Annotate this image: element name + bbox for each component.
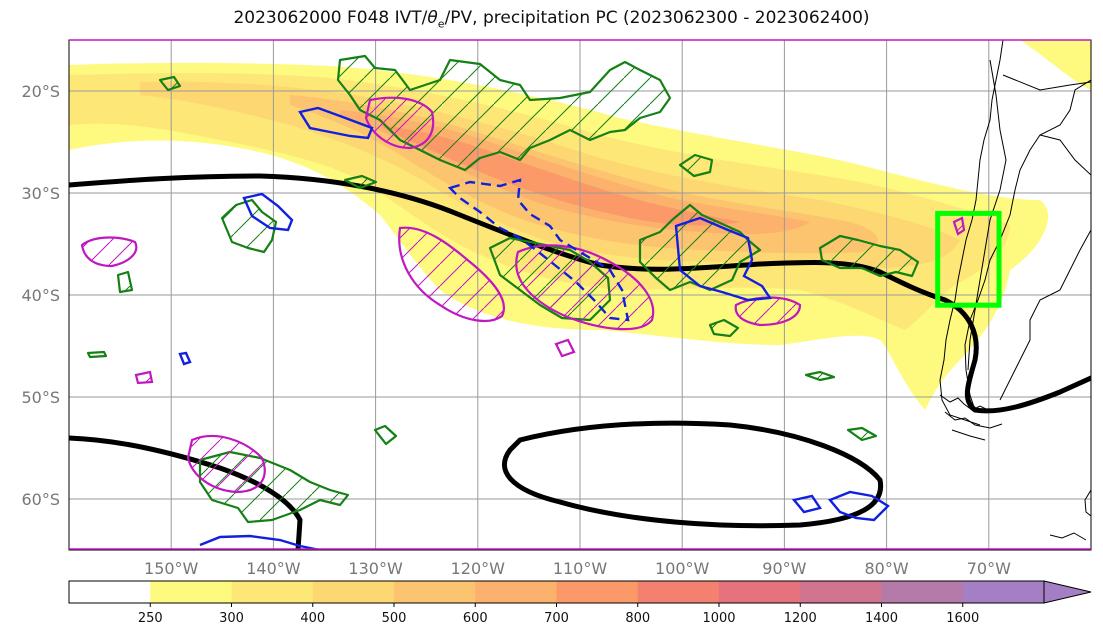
lon-label: 130°W	[348, 559, 403, 578]
precip-area-small-7	[846, 426, 878, 442]
region-box	[935, 210, 1002, 308]
colorbar-label: 250	[138, 611, 163, 626]
pv-blue-sw	[199, 534, 321, 550]
colorbar-segment	[69, 581, 151, 603]
lat-label: 30°S	[21, 184, 60, 203]
pv-magenta-contours	[80, 96, 966, 494]
colorbar-segment	[719, 581, 801, 603]
border-paraguay	[1039, 134, 1091, 176]
colorbar-segment	[394, 581, 476, 603]
lon-label: 90°W	[762, 559, 806, 578]
title-theta-subscript: e	[437, 17, 445, 31]
lon-label: 70°W	[967, 559, 1011, 578]
pv-blue-small	[178, 351, 192, 366]
colorbar-label: 400	[300, 611, 325, 626]
precip-area-mid	[638, 203, 762, 292]
precip-area-small-6	[804, 370, 836, 382]
coastlines	[939, 40, 1091, 541]
map-title: 2023062000 F048 IVT/θe/PV, precipitation…	[0, 8, 1103, 30]
colorbar-segment	[231, 581, 314, 603]
colorbar-label: 500	[382, 611, 407, 626]
coast-islands-east	[1049, 532, 1087, 541]
theta-e-contour-north	[69, 173, 1091, 414]
lat-label: 40°S	[21, 286, 60, 305]
theta-e-closed-contour	[502, 420, 884, 529]
colorbar-label: 700	[544, 611, 569, 626]
pv-blue-dashed	[447, 178, 630, 322]
colorbar-segment	[475, 581, 557, 603]
pv-magenta-small-3	[952, 216, 966, 236]
colorbar-segment	[637, 581, 720, 603]
lon-label: 110°W	[553, 559, 608, 578]
pv-blue-north	[298, 106, 374, 140]
pv-blue-east	[674, 216, 773, 302]
lon-label: 140°W	[246, 559, 301, 578]
ivt-level-250-north	[1020, 40, 1091, 90]
longitude-labels: 150°W 140°W 130°W 120°W 110°W 100°W 90°W 80°W 70…	[144, 559, 1011, 578]
colorbar-segment	[881, 581, 964, 603]
pv-blue-se	[791, 490, 890, 522]
pv-blue-contours	[178, 106, 890, 550]
precip-area-small-3	[373, 424, 398, 446]
lat-label: 60°S	[21, 490, 60, 509]
colorbar-label: 600	[463, 611, 488, 626]
precip-area-small-5	[116, 270, 134, 294]
colorbar-segment	[312, 581, 395, 603]
colorbar-segment	[800, 581, 882, 603]
antarctic-peninsula-tip	[1084, 489, 1091, 517]
lon-label: 100°W	[655, 559, 710, 578]
lon-label: 80°W	[865, 559, 909, 578]
tierra-del-fuego-fragments	[939, 394, 1003, 441]
coast-south-america-west	[939, 40, 1004, 426]
colorbar-label: 1600	[946, 611, 979, 626]
pv-blue-west	[242, 192, 294, 232]
colorbar-label: 1400	[865, 611, 898, 626]
pv-magenta-small-2	[134, 370, 154, 385]
coast-uruguay-brazil	[999, 229, 1091, 401]
title-run: 2023062000 F048 IVT/	[233, 8, 428, 28]
latitude-labels: 20°S 30°S 40°S 50°S 60°S	[21, 82, 60, 509]
pv-magenta-west	[398, 226, 505, 323]
pv-magenta-small-1	[554, 338, 576, 358]
lat-label: 50°S	[21, 388, 60, 407]
colorbar-label: 1200	[784, 611, 817, 626]
colorbar-segment	[962, 581, 1045, 603]
colorbar-segment	[150, 581, 232, 603]
map-body	[69, 40, 1091, 550]
colorbar-label: 1000	[702, 611, 735, 626]
pv-magenta-far-west	[80, 236, 138, 268]
colorbar-segment	[556, 581, 639, 603]
lon-label: 120°W	[451, 559, 506, 578]
coast-south-america-east	[964, 79, 1091, 411]
border-chile-argentina	[967, 59, 1007, 371]
precip-area-small-8	[343, 174, 378, 190]
title-theta: θ	[427, 8, 438, 28]
pv-magenta-main	[515, 244, 655, 331]
precip-area-east	[818, 234, 920, 278]
precip-area-small-1	[678, 153, 714, 178]
colorbar: 250 300 400 500 600 700 800 1000 1200 1400 1600	[68, 580, 1092, 626]
precip-area-small-2	[708, 318, 740, 338]
border-bolivia-argentina	[1002, 74, 1091, 91]
colorbar-label: 800	[625, 611, 650, 626]
pv-magenta-north	[364, 96, 435, 150]
precip-area-west	[220, 198, 278, 254]
colorbar-label: 300	[219, 611, 244, 626]
title-rest: /PV, precipitation PC (2023062300 - 2023…	[444, 8, 870, 28]
lon-label: 150°W	[144, 559, 199, 578]
colorbar-extend-arrow	[1043, 580, 1092, 604]
precip-area-small-9	[86, 350, 108, 359]
pv-magenta-sw	[186, 434, 266, 494]
lat-label: 20°S	[21, 82, 60, 101]
precip-area-small-4	[158, 75, 182, 92]
